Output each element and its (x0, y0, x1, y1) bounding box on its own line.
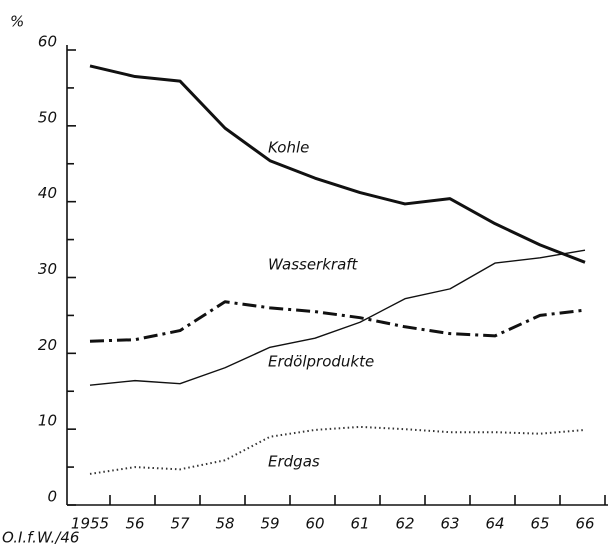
series-label: Erdölprodukte (268, 353, 374, 371)
x-tick-label: 65 (530, 515, 549, 533)
series-label: Erdgas (268, 453, 320, 471)
x-tick-label: 62 (395, 515, 414, 533)
x-tick-label: 56 (125, 515, 144, 533)
x-tick-label: 58 (215, 515, 234, 533)
y-tick-label: 50 (38, 108, 57, 126)
y-tick-label: 40 (38, 184, 57, 202)
series-line (89, 300, 586, 343)
y-tick-label: 60 (38, 33, 57, 51)
y-axis-label: % (10, 13, 24, 31)
x-tick-label: 59 (260, 515, 279, 533)
series-line (89, 64, 586, 264)
series-label: Wasserkraft (268, 256, 359, 274)
series-line (89, 249, 586, 386)
x-tick-label: 66 (575, 515, 594, 533)
x-tick-label: 63 (440, 515, 459, 533)
series-label: Kohle (268, 139, 309, 157)
x-tick-label: 60 (305, 515, 324, 533)
y-tick-label: 0 (47, 488, 57, 506)
x-tick-label: 1955 (71, 515, 109, 533)
x-tick-label: 61 (350, 515, 369, 533)
x-tick-label: 57 (170, 515, 190, 533)
y-tick-label: 20 (38, 336, 57, 354)
footnote: O.I.f.W./46 (2, 529, 79, 547)
y-tick-label: 10 (38, 412, 57, 430)
series-line (89, 425, 586, 475)
x-tick-label: 64 (485, 515, 504, 533)
y-tick-label: 30 (38, 260, 57, 278)
